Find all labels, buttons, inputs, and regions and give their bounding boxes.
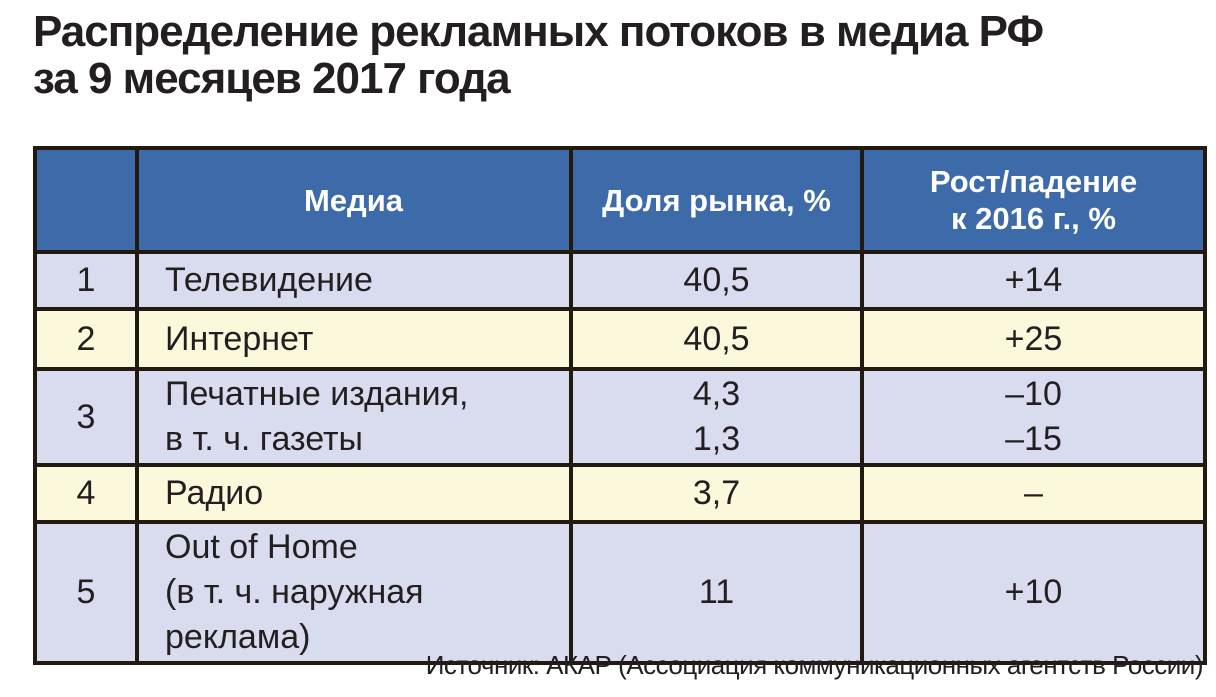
- table-row-4: 4 Радио 3,7 –: [33, 463, 1207, 524]
- row-3-change-line-1: –10: [1005, 375, 1062, 413]
- row-1-number-cell: 1: [33, 250, 139, 311]
- table-row-2: 2 Интернет 40,5 +25: [33, 307, 1207, 371]
- row-4-share-cell: 3,7: [569, 463, 864, 524]
- row-5-media-cell: Out of Home (в т. ч. наружная реклама): [135, 520, 573, 665]
- table-row-1: 1 Телевидение 40,5 +14: [33, 250, 1207, 311]
- row-2-media-cell: Интернет: [135, 307, 573, 371]
- table-row-5: 5 Out of Home (в т. ч. наружная реклама)…: [33, 520, 1207, 665]
- title-line-2: за 9 месяцев 2017 года: [33, 54, 511, 103]
- row-4-media-cell: Радио: [135, 463, 573, 524]
- table-row-3: 3 Печатные издания, в т. ч. газеты 4,3 1…: [33, 367, 1207, 467]
- row-5-number-cell: 5: [33, 520, 139, 665]
- header-change-line-1: Рост/падение: [929, 164, 1138, 199]
- row-1-share-cell: 40,5: [569, 250, 864, 311]
- row-2-share-cell: 40,5: [569, 307, 864, 371]
- row-3-share-line-2: 1,3: [692, 420, 741, 458]
- header-change-line-2: к 2016 г., %: [951, 201, 1116, 236]
- row-5-change-cell: +10: [860, 520, 1207, 665]
- row-3-media-line-2: в т. ч. газеты: [165, 420, 363, 458]
- row-3-media-line-1: Печатные издания,: [165, 375, 469, 413]
- row-2-number-cell: 2: [33, 307, 139, 371]
- row-3-number-cell: 3: [33, 367, 139, 467]
- media-table: Медиа Доля рынка, % Рост/падение к 2016 …: [33, 146, 1207, 665]
- row-3-share-cell: 4,3 1,3: [569, 367, 864, 467]
- row-3-media-cell: Печатные издания, в т. ч. газеты: [135, 367, 573, 467]
- header-cell-number: [33, 146, 139, 254]
- row-3-change-cell: –10 –15: [860, 367, 1207, 467]
- header-cell-share: Доля рынка, %: [569, 146, 864, 254]
- header-cell-media: Медиа: [135, 146, 573, 254]
- row-1-change-cell: +14: [860, 250, 1207, 311]
- row-4-number-cell: 4: [33, 463, 139, 524]
- row-5-media-line-2: (в т. ч. наружная реклама): [165, 573, 424, 656]
- title-line-1: Распределение рекламных потоков в медиа …: [33, 7, 1044, 56]
- row-2-change-cell: +25: [860, 307, 1207, 371]
- header-row: Медиа Доля рынка, % Рост/падение к 2016 …: [33, 146, 1207, 254]
- row-1-media-cell: Телевидение: [135, 250, 573, 311]
- page-title: Распределение рекламных потоков в медиа …: [33, 7, 1044, 103]
- source-note: Источник: АКАР (Ассоциация коммуникацион…: [425, 650, 1204, 680]
- row-5-share-cell: 11: [569, 520, 864, 665]
- header-cell-change: Рост/падение к 2016 г., %: [860, 146, 1207, 254]
- row-5-media-line-1: Out of Home: [165, 528, 358, 566]
- row-4-change-cell: –: [860, 463, 1207, 524]
- row-3-share-line-1: 4,3: [692, 375, 741, 413]
- row-3-change-line-2: –15: [1005, 420, 1062, 458]
